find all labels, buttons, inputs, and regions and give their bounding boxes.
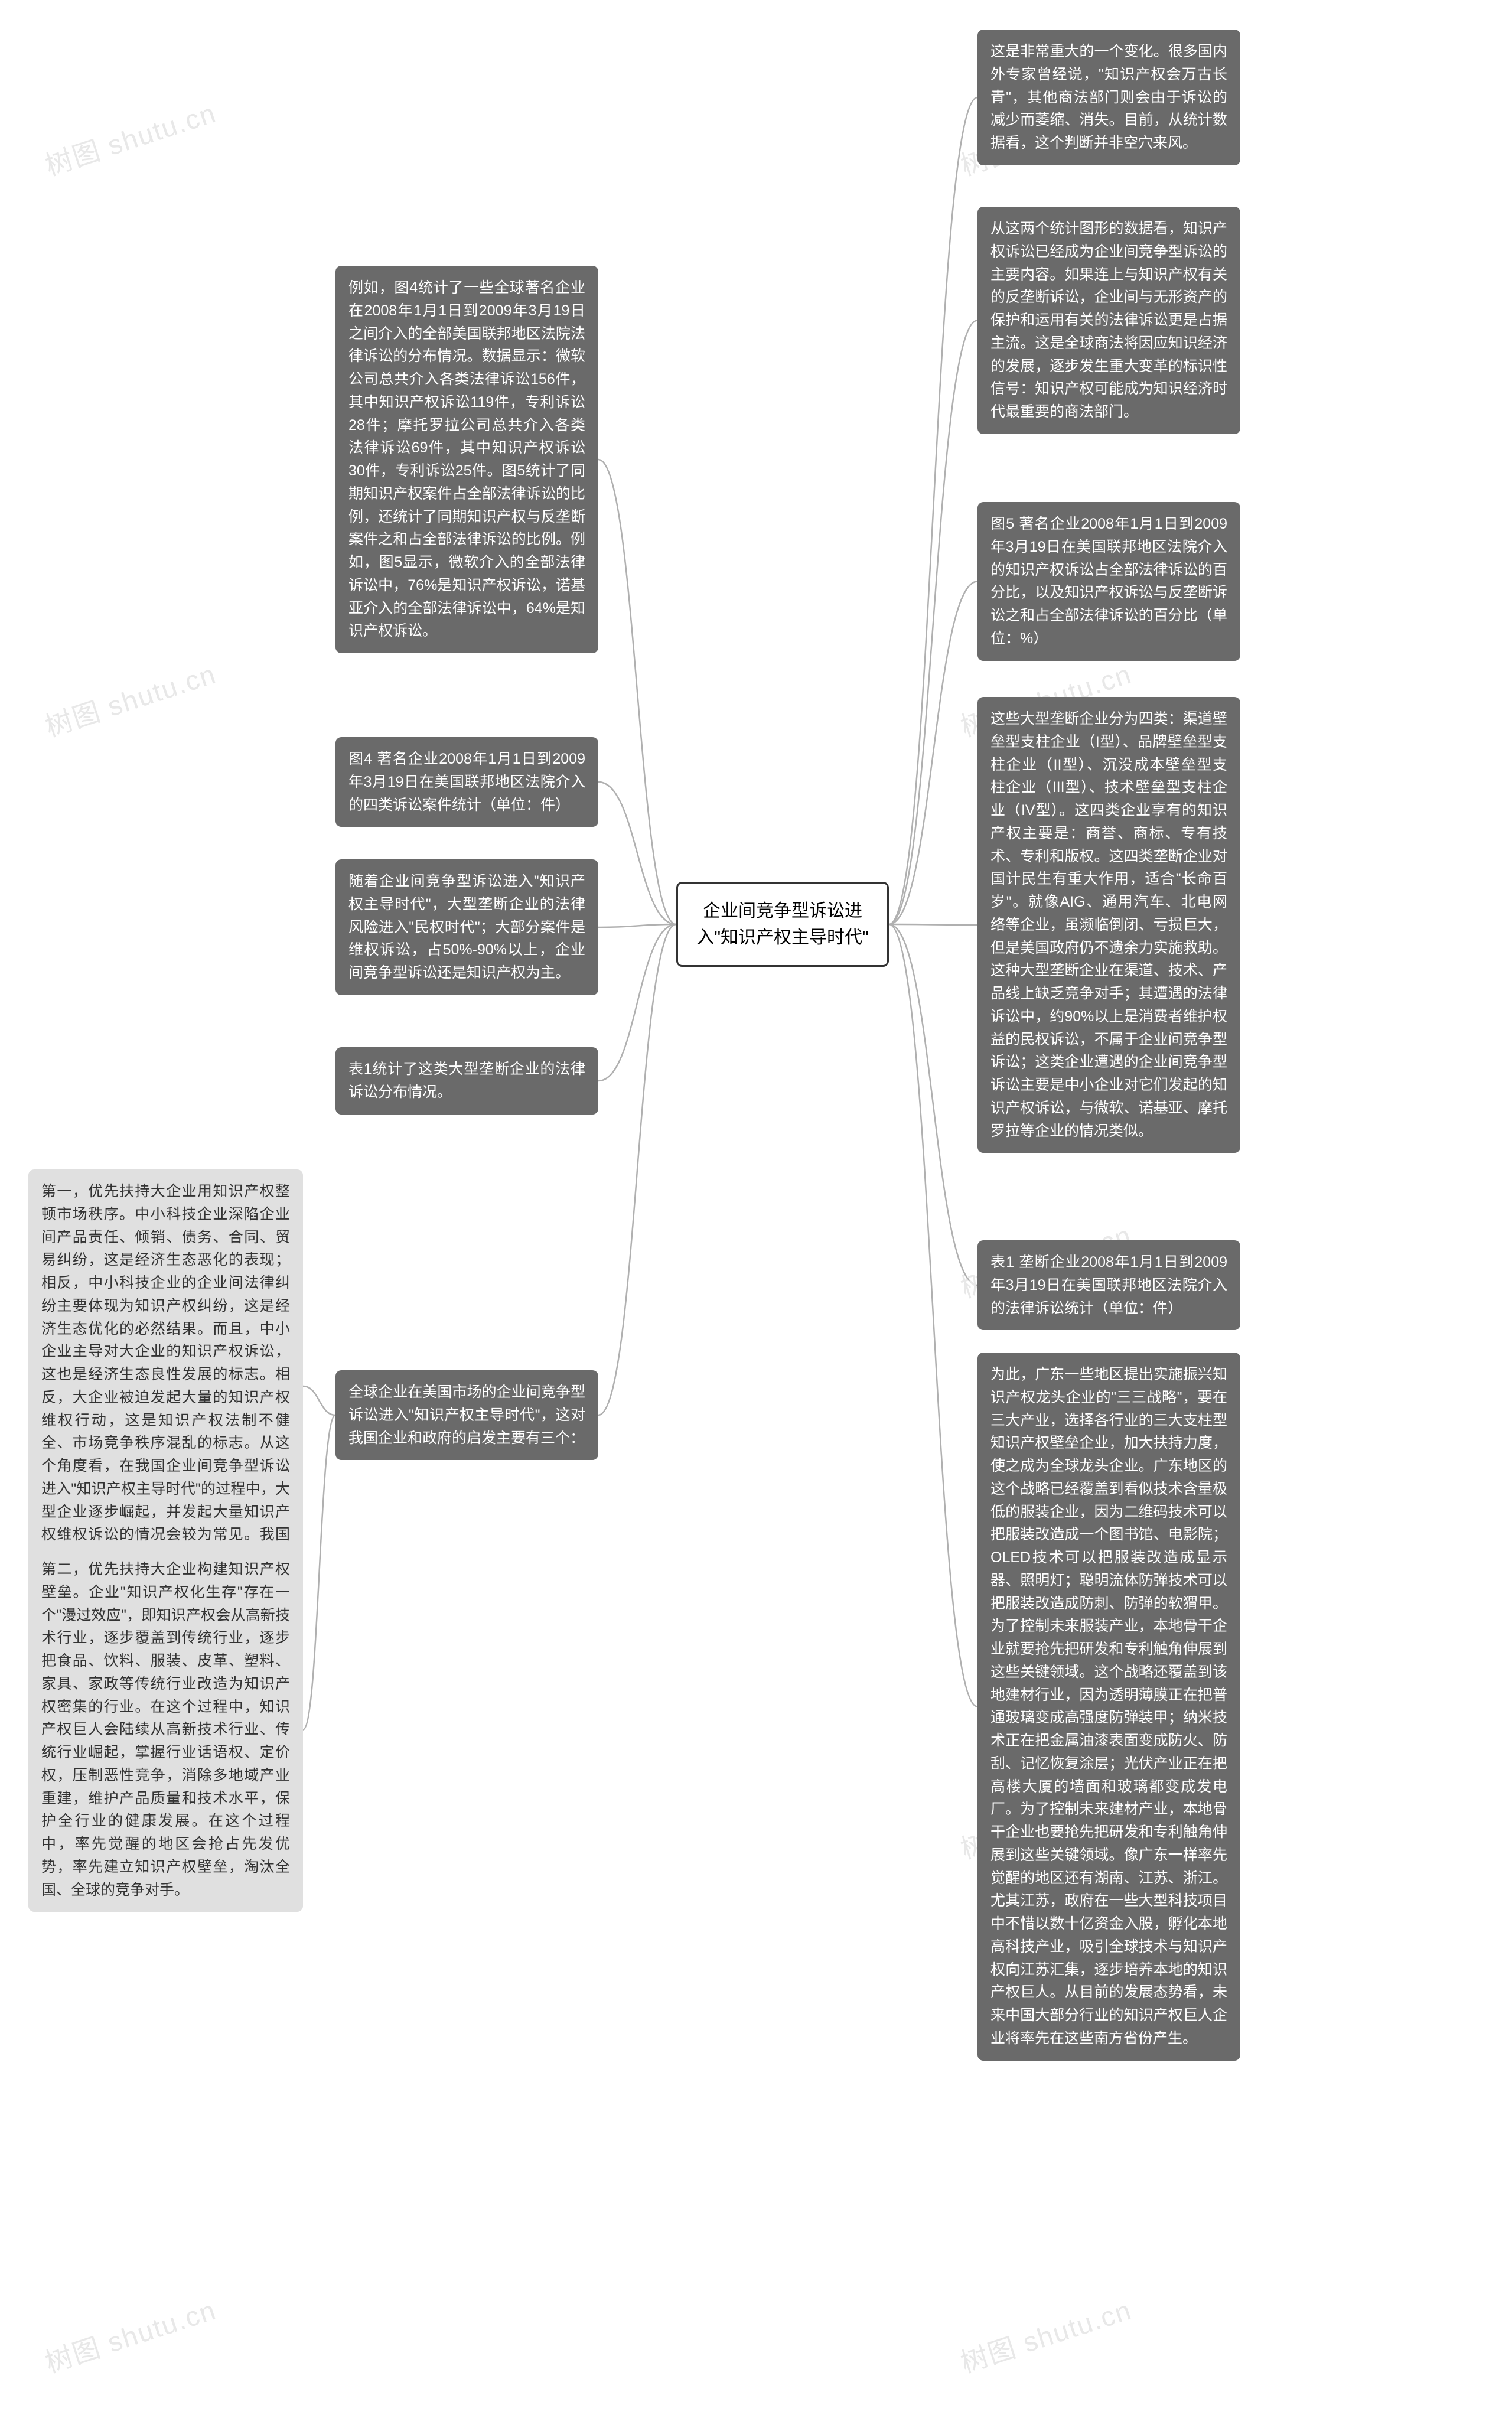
connector-line	[303, 1415, 335, 1730]
connector-line	[889, 97, 977, 924]
center-node: 企业间竞争型诉讼进入"知识产权主导时代"	[676, 882, 889, 967]
connector-line	[303, 1386, 335, 1415]
node-text: 随着企业间竞争型诉讼进入"知识产权主导时代"，大型垄断企业的法律风险进入"民权时…	[348, 873, 585, 981]
watermark: 树图 shutu.cn	[40, 92, 220, 184]
mindmap-node-R2: 从这两个统计图形的数据看，知识产权诉讼已经成为企业间竞争型诉讼的主要内容。如果连…	[977, 207, 1240, 434]
node-text: 为此，广东一些地区提出实施振兴知识产权龙头企业的"三三战略"，要在三大产业，选择…	[990, 1366, 1227, 2046]
mindmap-node-L2: 图4 著名企业2008年1月1日到2009年3月19日在美国联邦地区法院介入的四…	[335, 737, 598, 827]
mindmap-node-L1: 例如，图4统计了一些全球著名企业在2008年1月1日到2009年3月19日之间介…	[335, 266, 598, 653]
mindmap-node-R1: 这是非常重大的一个变化。很多国内外专家曾经说，"知识产权会万古长青"，其他商法部…	[977, 30, 1240, 165]
watermark: 树图 shutu.cn	[40, 653, 220, 745]
mindmap-node-L3: 随着企业间竞争型诉讼进入"知识产权主导时代"，大型垄断企业的法律风险进入"民权时…	[335, 859, 598, 995]
node-text: 图5 著名企业2008年1月1日到2009年3月19日在美国联邦地区法院介入的知…	[990, 516, 1227, 647]
node-text: 这是非常重大的一个变化。很多国内外专家曾经说，"知识产权会万古长青"，其他商法部…	[990, 43, 1227, 151]
watermark: 树图 shutu.cn	[955, 2289, 1136, 2381]
node-text: 表1统计了这类大型垄断企业的法律诉讼分布情况。	[348, 1061, 585, 1100]
connector-line	[889, 321, 977, 925]
connector-line	[598, 924, 676, 1415]
node-text: 图4 著名企业2008年1月1日到2009年3月19日在美国联邦地区法院介入的四…	[348, 751, 585, 813]
connector-line	[889, 582, 977, 925]
node-text: 表1 垄断企业2008年1月1日到2009年3月19日在美国联邦地区法院介入的法…	[990, 1254, 1227, 1316]
center-label: 企业间竞争型诉讼进入"知识产权主导时代"	[696, 901, 868, 947]
connector-line	[598, 782, 676, 924]
mindmap-node-LL1: 第一，优先扶持大企业用知识产权整顿市场秩序。中小科技企业深陷企业间产品责任、倾销…	[28, 1169, 303, 1603]
mindmap-node-R4: 这些大型垄断企业分为四类：渠道壁垒型支柱企业（I型）、品牌壁垒型支柱企业（II型…	[977, 697, 1240, 1153]
node-text: 这些大型垄断企业分为四类：渠道壁垒型支柱企业（I型）、品牌壁垒型支柱企业（II型…	[990, 711, 1227, 1139]
node-text: 第二，优先扶持大企业构建知识产权壁垒。企业"知识产权化生存"存在一个"漫过效应"…	[41, 1561, 290, 1898]
mindmap-node-LL2: 第二，优先扶持大企业构建知识产权壁垒。企业"知识产权化生存"存在一个"漫过效应"…	[28, 1547, 303, 1912]
mindmap-node-L5: 全球企业在美国市场的企业间竞争型诉讼进入"知识产权主导时代"，这对我国企业和政府…	[335, 1370, 598, 1460]
connector-line	[889, 924, 977, 1707]
watermark: 树图 shutu.cn	[40, 2289, 220, 2381]
mindmap-node-R6: 为此，广东一些地区提出实施振兴知识产权龙头企业的"三三战略"，要在三大产业，选择…	[977, 1353, 1240, 2061]
mindmap-node-R3: 图5 著名企业2008年1月1日到2009年3月19日在美国联邦地区法院介入的知…	[977, 502, 1240, 661]
mindmap-node-R5: 表1 垄断企业2008年1月1日到2009年3月19日在美国联邦地区法院介入的法…	[977, 1240, 1240, 1330]
node-text: 第一，优先扶持大企业用知识产权整顿市场秩序。中小科技企业深陷企业间产品责任、倾销…	[41, 1183, 290, 1589]
node-text: 从这两个统计图形的数据看，知识产权诉讼已经成为企业间竞争型诉讼的主要内容。如果连…	[990, 220, 1227, 420]
mindmap-node-L4: 表1统计了这类大型垄断企业的法律诉讼分布情况。	[335, 1047, 598, 1115]
connector-line	[889, 924, 977, 925]
connector-line	[889, 924, 977, 1285]
connector-line	[598, 924, 676, 927]
node-text: 全球企业在美国市场的企业间竞争型诉讼进入"知识产权主导时代"，这对我国企业和政府…	[348, 1384, 585, 1446]
connector-line	[598, 460, 676, 924]
connector-line	[598, 924, 676, 1081]
node-text: 例如，图4统计了一些全球著名企业在2008年1月1日到2009年3月19日之间介…	[348, 279, 585, 639]
